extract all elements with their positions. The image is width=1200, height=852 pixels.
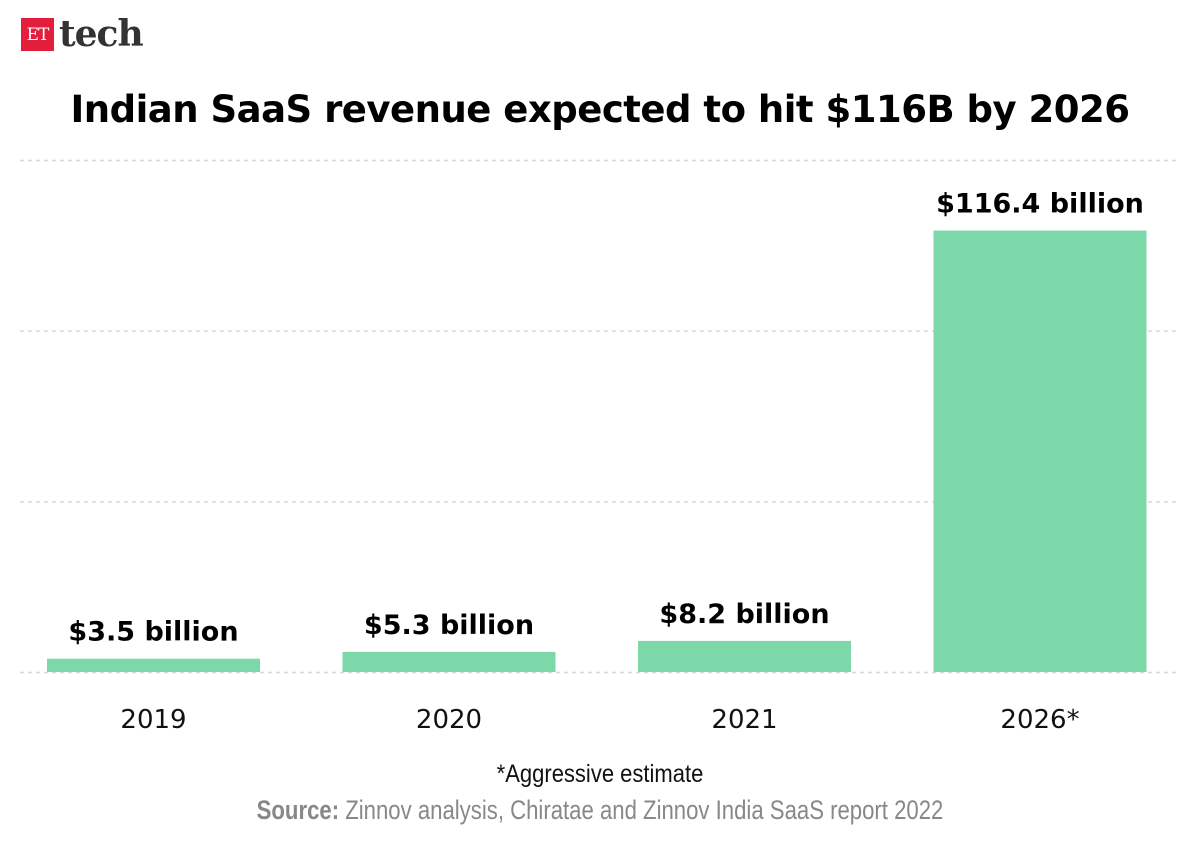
chart-title: Indian SaaS revenue expected to hit $116… [70,88,1130,131]
category-label: 2020 [416,705,482,735]
bar [342,651,556,672]
source-label: Source: [256,795,340,825]
et-tech-logo: ET tech [21,13,144,55]
category-label: 2021 [711,705,777,735]
category-label: 2026* [1000,705,1079,735]
data-label: $8.2 billion [659,599,829,630]
data-label: $3.5 billion [68,617,238,648]
footnote: *Aggressive estimate [496,760,704,788]
category-label: 2019 [120,705,186,735]
data-label: $5.3 billion [364,610,534,641]
source-note: Source: Zinnov analysis, Chiratae and Zi… [108,795,1092,826]
bar [638,640,851,672]
logo-text: tech [59,13,144,55]
source-text: Zinnov analysis, Chiratae and Zinnov Ind… [339,795,944,825]
logo-badge: ET [21,18,54,51]
data-label: $116.4 billion [936,189,1144,220]
bar [47,658,260,672]
bar [933,230,1147,672]
